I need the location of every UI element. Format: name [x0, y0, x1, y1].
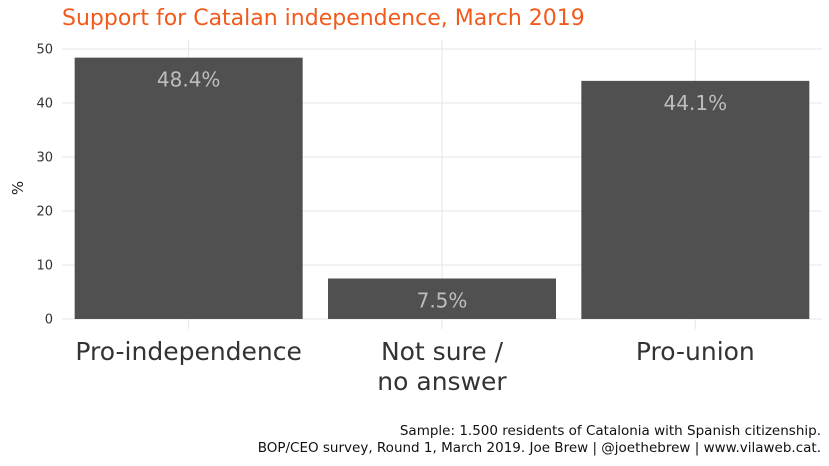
bar — [328, 278, 556, 319]
bar-value-label: 48.4% — [157, 68, 221, 92]
bars: 48.4% 7.5% 44.1% — [74, 57, 810, 319]
x-tick-label: Pro-independence — [75, 337, 302, 366]
x-axis-ticks: Pro-independence Not sure / no answer Pro-u… — [75, 337, 754, 396]
bar-value-label: 44.1% — [664, 91, 728, 115]
y-tick-label: 40 — [36, 97, 53, 112]
y-axis-ticks: 0 10 20 30 40 50 — [36, 43, 53, 328]
x-tick-label: Not sure / no answer — [377, 337, 507, 396]
bar — [581, 80, 810, 319]
y-tick-label: 0 — [45, 313, 53, 328]
y-tick-label: 30 — [36, 151, 53, 166]
caption-line-2: BOP/CEO survey, Round 1, March 2019. Joe… — [257, 440, 821, 456]
bar — [74, 57, 303, 319]
y-tick-label: 10 — [36, 259, 53, 274]
y-tick-label: 20 — [36, 205, 53, 220]
bar-value-label: 7.5% — [417, 289, 468, 313]
caption: Sample: 1.500 residents of Catalonia wit… — [258, 423, 821, 457]
chart-title: Support for Catalan independence, March … — [62, 6, 585, 31]
x-tick-label: Pro-union — [636, 337, 755, 366]
y-axis-label: % — [9, 181, 27, 195]
y-tick-label: 50 — [36, 43, 53, 58]
caption-line-1: Sample: 1.500 residents of Catalonia wit… — [399, 423, 821, 439]
